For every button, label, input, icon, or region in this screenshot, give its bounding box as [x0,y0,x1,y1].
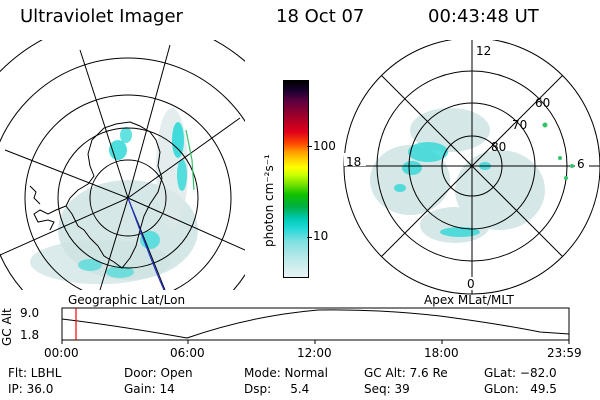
date-label: 18 Oct 07 [276,6,365,27]
satellite-track [127,197,165,290]
time-label: 00:43:48 UT [428,6,539,27]
timeline-xtick-1800: 18:00 [424,346,459,360]
timeline-xtick-2359: 23:59 [547,346,582,360]
meridian-lines [0,44,245,290]
aurora-oval-bright [394,142,491,237]
island-coastline [29,185,41,205]
altitude-timeline [61,307,570,344]
label-bg-6 [575,157,589,170]
terminator-line [185,129,195,191]
green-markers [542,122,574,180]
timeline-xtick-1200: 12:00 [297,346,332,360]
glon-status: GLon: 49.5 [484,382,557,396]
colorbar [283,80,309,278]
timeline-frame [61,307,570,341]
door-status: Door: Open [124,366,193,380]
app-title: Ultraviolet Imager [20,6,183,27]
mlat-label-60: 60 [535,96,551,110]
ip-status: IP: 36.0 [8,382,54,396]
seq-status: Seq: 39 [364,382,410,396]
mlt-label-12: 12 [476,44,492,58]
dsp-status: Dsp: 5.4 [244,382,310,396]
colorbar-unit-label: photon cm⁻²s⁻¹ [262,154,276,247]
timeline-ytick-high: 9.0 [20,306,40,320]
gc-alt-status: GC Alt: 7.6 Re [364,366,448,380]
mlat-label-70: 70 [512,118,528,132]
timeline-ticks [61,340,570,344]
label-bg-18 [344,153,366,166]
mlt-label-0: 0 [467,277,475,291]
filter-status: Flt: LBHL [8,366,62,380]
timeline-ytick-low: 1.8 [20,328,40,342]
mode-status: Mode: Normal [244,366,328,380]
timeline-xtick-0600: 06:00 [170,346,205,360]
coastline [65,121,163,269]
timeline-xtick-0000: 00:00 [44,346,79,360]
glat-status: GLat: −82.0 [484,366,557,380]
colorbar-tick-100 [307,146,312,147]
colorbar-tick-10 [307,237,312,238]
magnetic-caption: Apex MLat/MLT [424,293,514,307]
label-bg-12 [474,42,490,55]
label-bg-0 [466,277,478,290]
mlat-label-80: 80 [491,140,507,154]
colorbar-label-100: 100 [313,139,336,153]
altitude-curve [61,309,570,339]
timeline-ylabel: GC Alt [0,308,14,346]
magnetic-polar-map [343,40,600,295]
geographic-map [0,40,245,290]
mlt-label-18: 18 [346,155,362,169]
colorbar-label-10: 10 [313,229,329,243]
mlt-label-6: 6 [577,157,585,171]
peninsula-coastline [33,205,67,231]
mlt-meridians [344,40,600,294]
latitude-circles [0,40,245,290]
geographic-caption: Geographic Lat/Lon [68,293,186,307]
gain-status: Gain: 14 [124,382,175,396]
